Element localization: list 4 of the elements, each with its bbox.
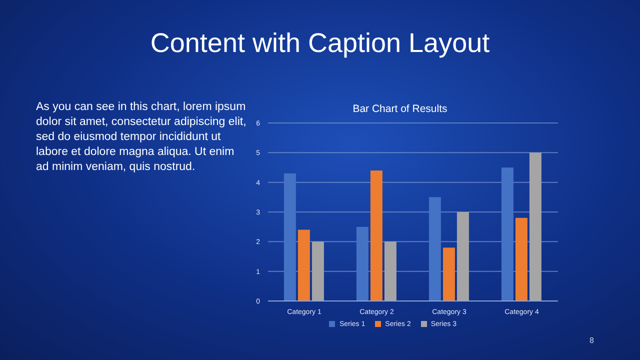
chart-title: Content with Caption Layout xyxy=(149,28,491,59)
text: As you can see in this chart, lorem ipsum dolor sit amet, consectetur adipiscing elit, sed do eiusmod tempor incididunt ut labore et dolore magna aliqua. Ut enim ad minim veniam, quis nostrud. xyxy=(36,100,248,175)
chart-subtitle: Bar Chart of Results xyxy=(352,103,448,115)
text: 8 xyxy=(590,336,594,345)
